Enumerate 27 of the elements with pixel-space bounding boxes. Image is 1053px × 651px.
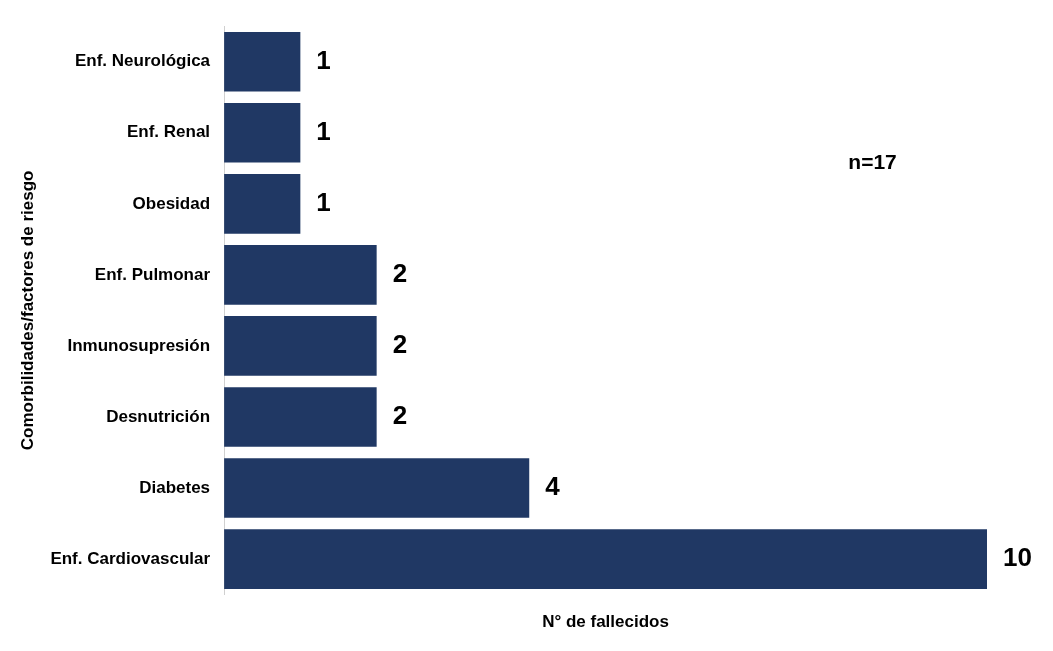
annotation: n=17	[848, 150, 897, 173]
data-label: 1	[316, 44, 331, 75]
data-label: 4	[545, 471, 561, 502]
bar	[224, 458, 530, 518]
y-tick-label: Enf. Renal	[126, 122, 211, 142]
data-label: 10	[1003, 542, 1032, 573]
bar	[224, 529, 987, 589]
y-tick-label: Desnutrición	[106, 406, 211, 426]
data-label: 2	[392, 258, 408, 289]
y-tick-label: Obesidad	[132, 193, 211, 213]
bar	[224, 173, 301, 234]
data-label: 1	[316, 187, 331, 217]
y-tick-label: Inmunosupresión	[67, 335, 211, 355]
bar	[224, 245, 377, 305]
bar	[224, 31, 301, 92]
data-label: 2	[392, 329, 408, 360]
bar	[224, 102, 301, 163]
bar	[224, 387, 377, 447]
data-label: 1	[316, 115, 331, 146]
y-tick-label: Enf. Cardiovascular	[50, 548, 211, 568]
y-axis-title: Comorbilidades/factores de riesgo	[17, 170, 37, 451]
bar	[224, 316, 377, 376]
y-tick-label: Diabetes	[139, 477, 211, 497]
y-tick-label: Enf. Neurológica	[74, 51, 211, 71]
x-axis-title: N° de fallecidos	[542, 612, 669, 632]
y-tick-label: Enf. Pulmonar	[94, 264, 211, 284]
data-label: 2	[392, 400, 408, 431]
